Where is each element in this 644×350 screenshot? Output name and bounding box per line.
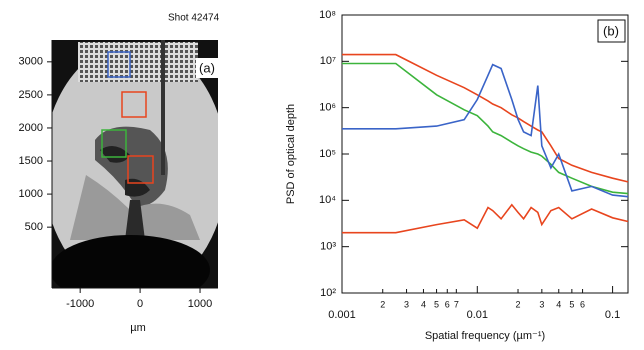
y-tick-label: 3000 <box>19 56 43 68</box>
x-tick-label: 2 <box>516 299 521 309</box>
x-tick-label: 5 <box>569 299 574 309</box>
y-tick-label: 1000 <box>19 188 43 200</box>
x-tick-label: 6 <box>580 299 585 309</box>
series-line <box>342 62 629 195</box>
y-tick-label: 10⁵ <box>319 148 336 160</box>
x-axis-label: µm <box>130 322 146 334</box>
y-tick-label: 10² <box>320 287 336 299</box>
label-box <box>196 58 218 78</box>
y-axis-label: PSD of optical depth <box>285 104 297 204</box>
y-tick-label: 1500 <box>19 155 43 167</box>
x-tick-label: 4 <box>421 299 426 309</box>
x-tick-label: 4 <box>556 299 561 309</box>
y-tick-label: 2000 <box>19 122 43 134</box>
y-tick-label: 10³ <box>320 241 336 253</box>
x-tick-label: 0 <box>137 298 143 310</box>
x-axis-label: Spatial frequency (µm⁻¹) <box>425 330 545 342</box>
x-tick-label: 5 <box>434 299 439 309</box>
series-line <box>342 203 629 234</box>
x-tick-label: 2 <box>380 299 385 309</box>
x-tick-label: 0.001 <box>328 309 356 321</box>
y-tick-label: 10⁴ <box>319 194 336 206</box>
y-tick-label: 10⁸ <box>319 9 336 21</box>
y-tick-label: 10⁶ <box>319 102 336 114</box>
y-tick-label: 2500 <box>19 89 43 101</box>
x-tick-label: 6 <box>445 299 450 309</box>
series-line <box>342 63 629 198</box>
image-title: Shot 42474 <box>168 13 220 24</box>
x-tick-label: 3 <box>539 299 544 309</box>
y-tick-label: 500 <box>25 221 43 233</box>
panel-label: (a) <box>199 60 215 75</box>
series-line <box>342 53 629 183</box>
x-tick-label: 1000 <box>188 298 212 310</box>
x-tick-label: 7 <box>454 299 459 309</box>
y-tick-label: 10⁷ <box>320 55 336 67</box>
x-tick-label: 0.1 <box>605 309 620 321</box>
panel-label: (b) <box>603 23 619 38</box>
x-tick-label: -1000 <box>66 298 94 310</box>
x-tick-label: 0.01 <box>467 309 488 321</box>
label-box <box>597 19 626 43</box>
shot-image <box>52 40 218 288</box>
plot-frame <box>341 14 629 294</box>
x-tick-label: 3 <box>404 299 409 309</box>
